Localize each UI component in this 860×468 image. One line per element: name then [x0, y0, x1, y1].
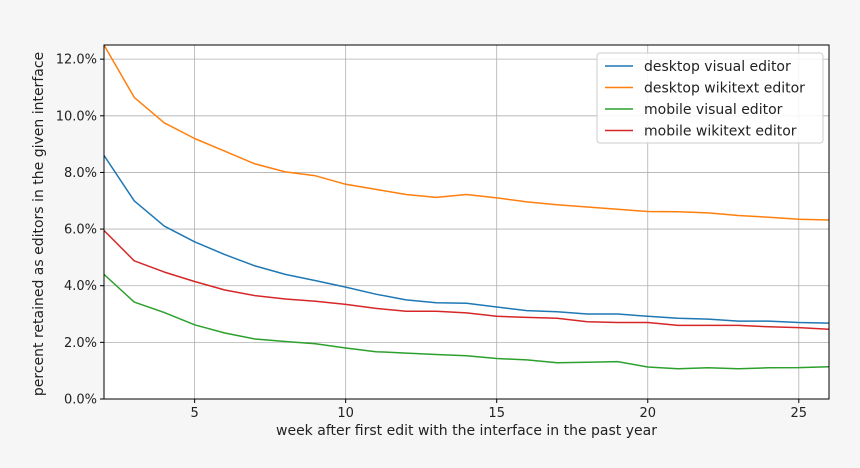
legend-label: mobile wikitext editor [644, 124, 797, 140]
y-tick-label: 10.0% [56, 109, 97, 124]
series-line-mobile-visual-editor [104, 273, 829, 370]
x-tick-label: 15 [488, 406, 505, 421]
y-tick-label: 8.0% [64, 166, 97, 181]
series-layer [104, 45, 829, 370]
x-tick-label: 20 [639, 406, 656, 421]
legend-label: desktop wikitext editor [644, 81, 805, 97]
legend-label: mobile visual editor [644, 102, 783, 118]
legend-label: desktop visual editor [644, 59, 791, 75]
legend-frame [596, 52, 824, 144]
y-tick-label: 4.0% [64, 279, 97, 294]
x-tick-label: 5 [190, 406, 198, 421]
series-line-desktop-wikitext-editor [104, 45, 829, 221]
x-tick-label: 25 [791, 406, 808, 421]
y-tick-label: 12.0% [56, 53, 97, 68]
plot-frame [103, 44, 830, 400]
series-line-mobile-wikitext-editor [104, 229, 829, 331]
y-tick-label: 2.0% [64, 336, 97, 351]
x-axis: 5 10 15 20 25 [190, 399, 807, 421]
x-tick-label: 10 [337, 406, 354, 421]
y-axis-label: percent retained as editors in the given… [31, 52, 47, 396]
legend: desktop visual editor desktop wikitext ed… [596, 52, 824, 144]
y-tick-label: 6.0% [64, 223, 97, 238]
x-axis-label: week after first edit with the interface… [276, 423, 657, 439]
y-tick-label: 0.0% [64, 393, 97, 408]
y-axis: 0.0% 2.0% 4.0% 6.0% 8.0% 10.0% 12.0% [56, 53, 104, 408]
series-line-desktop-visual-editor [104, 154, 829, 324]
